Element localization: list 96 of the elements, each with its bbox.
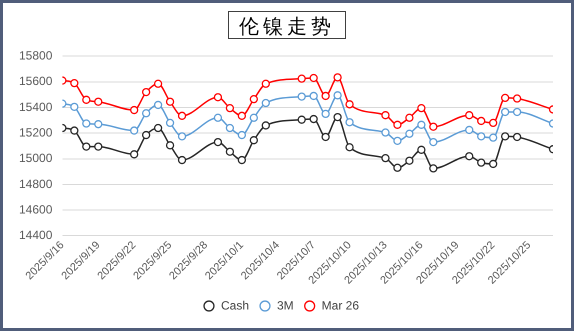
point	[166, 98, 174, 106]
point	[94, 98, 102, 106]
point	[82, 96, 90, 104]
point	[142, 88, 150, 96]
point	[512, 132, 522, 142]
point	[489, 133, 498, 142]
point	[500, 108, 510, 116]
point	[429, 138, 438, 146]
point	[94, 142, 102, 151]
point	[130, 126, 138, 135]
point	[393, 120, 402, 129]
point	[465, 152, 474, 160]
point	[178, 156, 186, 164]
point	[226, 104, 234, 112]
point	[405, 156, 414, 165]
point	[142, 109, 150, 118]
legend-label: 3M	[277, 298, 294, 312]
point	[429, 122, 438, 131]
y-tick-label: 14600	[18, 202, 53, 216]
y-tick-label: 15600	[18, 74, 53, 88]
point	[226, 148, 234, 156]
legend-label: Cash	[220, 298, 249, 312]
point	[310, 74, 318, 82]
point	[250, 95, 258, 104]
point	[298, 116, 306, 124]
point	[310, 92, 318, 100]
chart-title: 伦镍走势	[228, 11, 346, 39]
point	[70, 78, 78, 88]
point	[333, 73, 342, 82]
point	[512, 94, 522, 103]
point	[489, 118, 498, 128]
point	[166, 118, 174, 128]
point	[70, 102, 78, 112]
point	[178, 132, 186, 140]
y-tick-label: 15200	[18, 125, 53, 140]
point	[154, 80, 162, 88]
point	[417, 120, 426, 129]
point	[238, 112, 246, 120]
point	[166, 141, 174, 150]
point	[477, 158, 486, 167]
point	[154, 124, 162, 132]
point	[500, 94, 510, 102]
point	[381, 154, 390, 162]
point	[429, 164, 438, 173]
point	[381, 111, 390, 120]
point	[333, 112, 342, 122]
y-tick-label: 15400	[18, 100, 53, 114]
point	[262, 80, 270, 88]
point	[321, 110, 330, 118]
point	[345, 100, 354, 108]
point	[262, 121, 270, 130]
point	[393, 136, 402, 145]
y-tick-label: 14800	[18, 176, 53, 191]
point	[381, 128, 390, 137]
point	[130, 106, 138, 114]
point	[417, 146, 426, 154]
point	[178, 112, 186, 120]
y-tick-label: 15800	[18, 48, 53, 63]
point	[310, 114, 318, 124]
point	[250, 136, 258, 144]
point	[298, 74, 306, 83]
point	[142, 130, 150, 140]
point	[465, 111, 474, 120]
point	[238, 156, 246, 164]
point	[262, 98, 270, 108]
point	[94, 120, 102, 128]
point	[238, 130, 246, 140]
point	[465, 126, 474, 134]
point	[250, 114, 258, 122]
point	[489, 160, 498, 168]
point	[477, 116, 486, 126]
point	[298, 92, 306, 101]
y-tick-label: 14400	[18, 228, 53, 242]
point	[226, 124, 234, 132]
point	[405, 130, 414, 138]
point	[82, 142, 90, 151]
point	[214, 114, 222, 122]
point	[345, 118, 354, 126]
point	[500, 132, 510, 140]
point	[214, 93, 222, 102]
point	[321, 132, 330, 142]
point	[321, 92, 330, 100]
point	[333, 91, 342, 100]
point	[393, 164, 402, 172]
point	[70, 126, 78, 135]
point	[512, 108, 522, 116]
point	[154, 100, 162, 110]
legend-label: Mar 26	[322, 298, 360, 312]
y-tick-label: 15000	[18, 151, 53, 166]
point	[345, 143, 354, 152]
point	[130, 150, 138, 158]
point	[477, 132, 486, 140]
point	[82, 119, 90, 128]
point	[214, 138, 222, 146]
point	[417, 104, 426, 112]
point	[405, 114, 414, 122]
